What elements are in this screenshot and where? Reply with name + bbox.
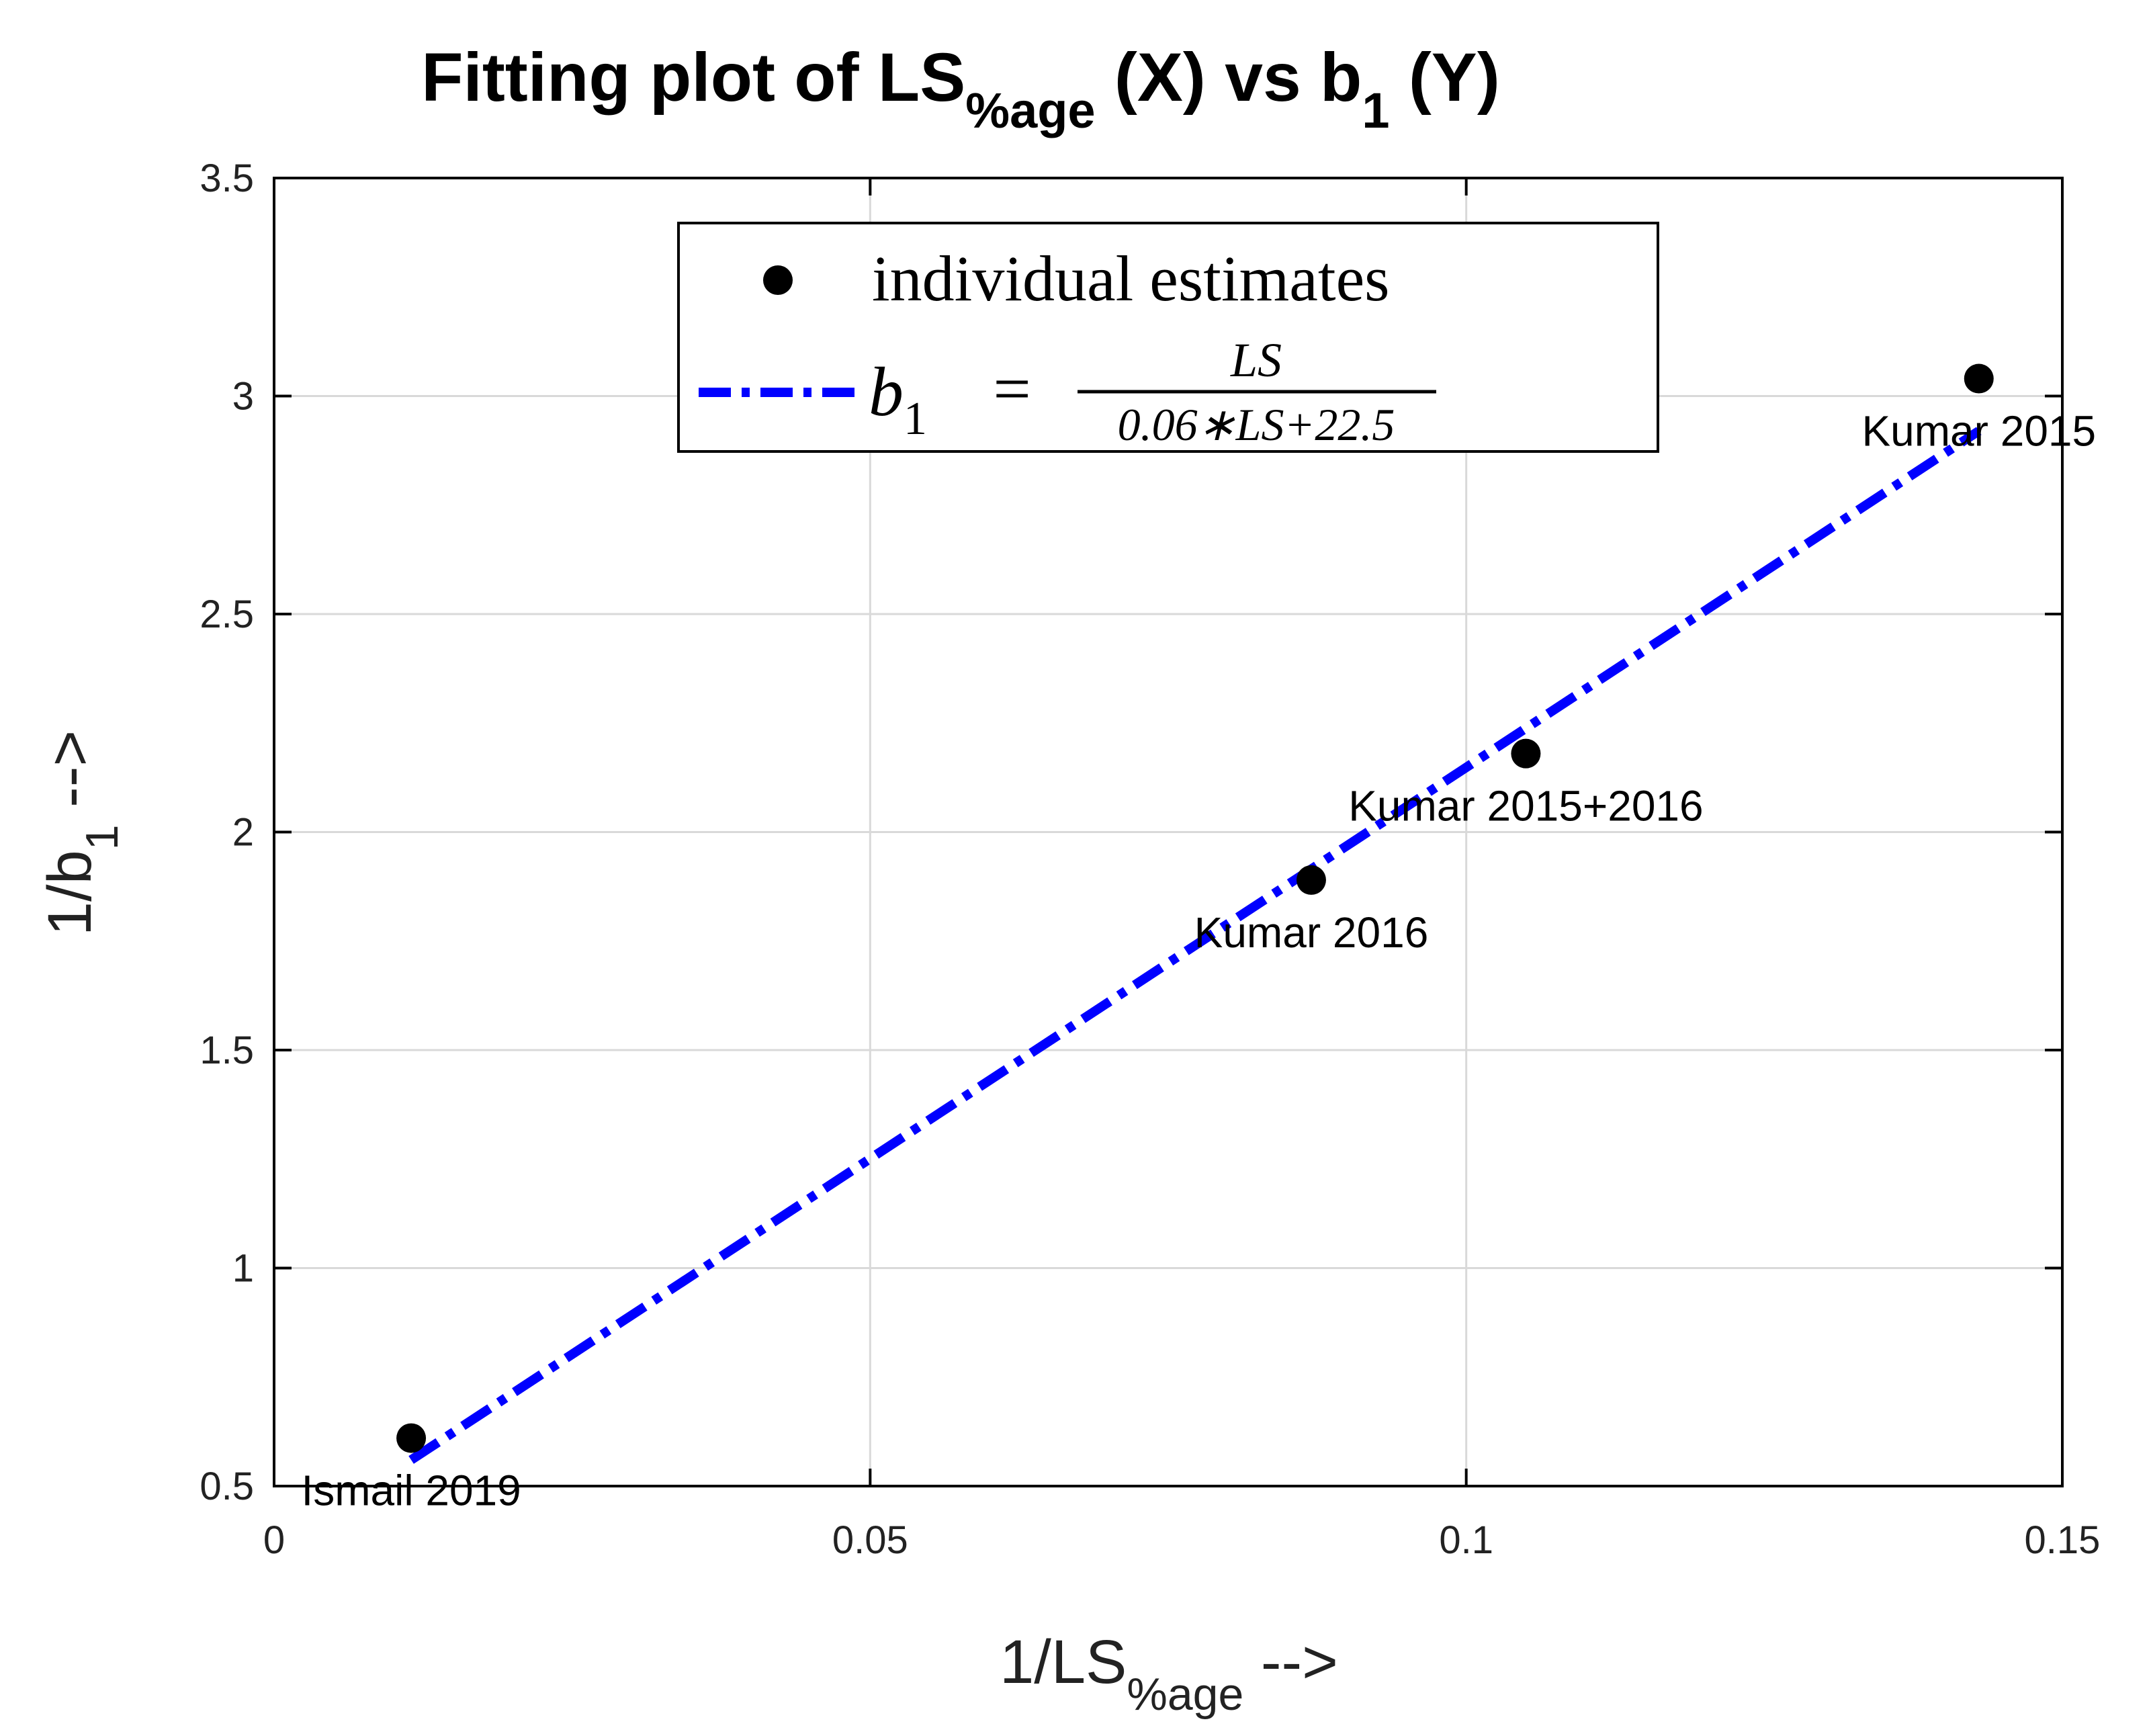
data-point-labels: Ismail 2019 Kumar 2016 Kumar 2015+2016 Kuma… xyxy=(301,407,2096,1515)
y-tick-label: 2.5 xyxy=(200,593,254,636)
y-tick-label: 3 xyxy=(232,375,254,419)
y-tick-label: 1 xyxy=(232,1247,254,1291)
x-tick-label: 0 xyxy=(263,1518,285,1562)
legend-point-marker xyxy=(763,265,793,295)
plot-frame xyxy=(273,177,2064,1487)
legend-fit-lhs: b1 xyxy=(869,353,927,445)
legend-box xyxy=(677,222,1659,453)
y-tick-label: 3.5 xyxy=(200,157,254,200)
data-point-label: Kumar 2016 xyxy=(1194,908,1429,957)
data-points xyxy=(396,363,1994,1453)
y-axis-label: 1/b1 --> xyxy=(36,730,128,936)
data-point-label: Ismail 2019 xyxy=(301,1467,521,1515)
legend-fit-equals: = xyxy=(989,351,1034,426)
fit-line xyxy=(408,427,1982,1464)
data-point xyxy=(1296,865,1326,895)
x-axis-label: 1/LS%age --> xyxy=(1000,1628,1338,1720)
legend-scatter-label: individual estimates xyxy=(872,243,1390,314)
chart-title: Fitting plot of LS%age (X) vs b1 (Y) xyxy=(421,39,1500,138)
x-tick-label: 0.1 xyxy=(1439,1518,1493,1562)
y-tick-label: 2 xyxy=(232,811,254,855)
y-tick-label: 1.5 xyxy=(200,1029,254,1072)
legend-fit-denominator: 0.06∗LS+22.5 xyxy=(1118,399,1395,450)
data-point-label: Kumar 2015+2016 xyxy=(1348,782,1703,830)
x-tick-label: 0.05 xyxy=(832,1518,908,1562)
data-point xyxy=(1511,738,1541,769)
legend: individual estimates b1 = LS 0.06∗LS+22.… xyxy=(677,222,1659,453)
data-point xyxy=(396,1423,427,1453)
legend-fit-numerator: LS xyxy=(1230,333,1282,387)
y-tick-label: 0.5 xyxy=(200,1465,254,1508)
x-tick-label: 0.15 xyxy=(2025,1518,2101,1562)
data-point xyxy=(1964,363,1994,394)
y-tick-labels: 0.5 1 1.5 2 2.5 3 3.5 xyxy=(200,157,254,1508)
x-tick-labels: 0 0.05 0.1 0.15 xyxy=(263,1518,2101,1562)
data-point-label: Kumar 2015 xyxy=(1861,407,2096,455)
